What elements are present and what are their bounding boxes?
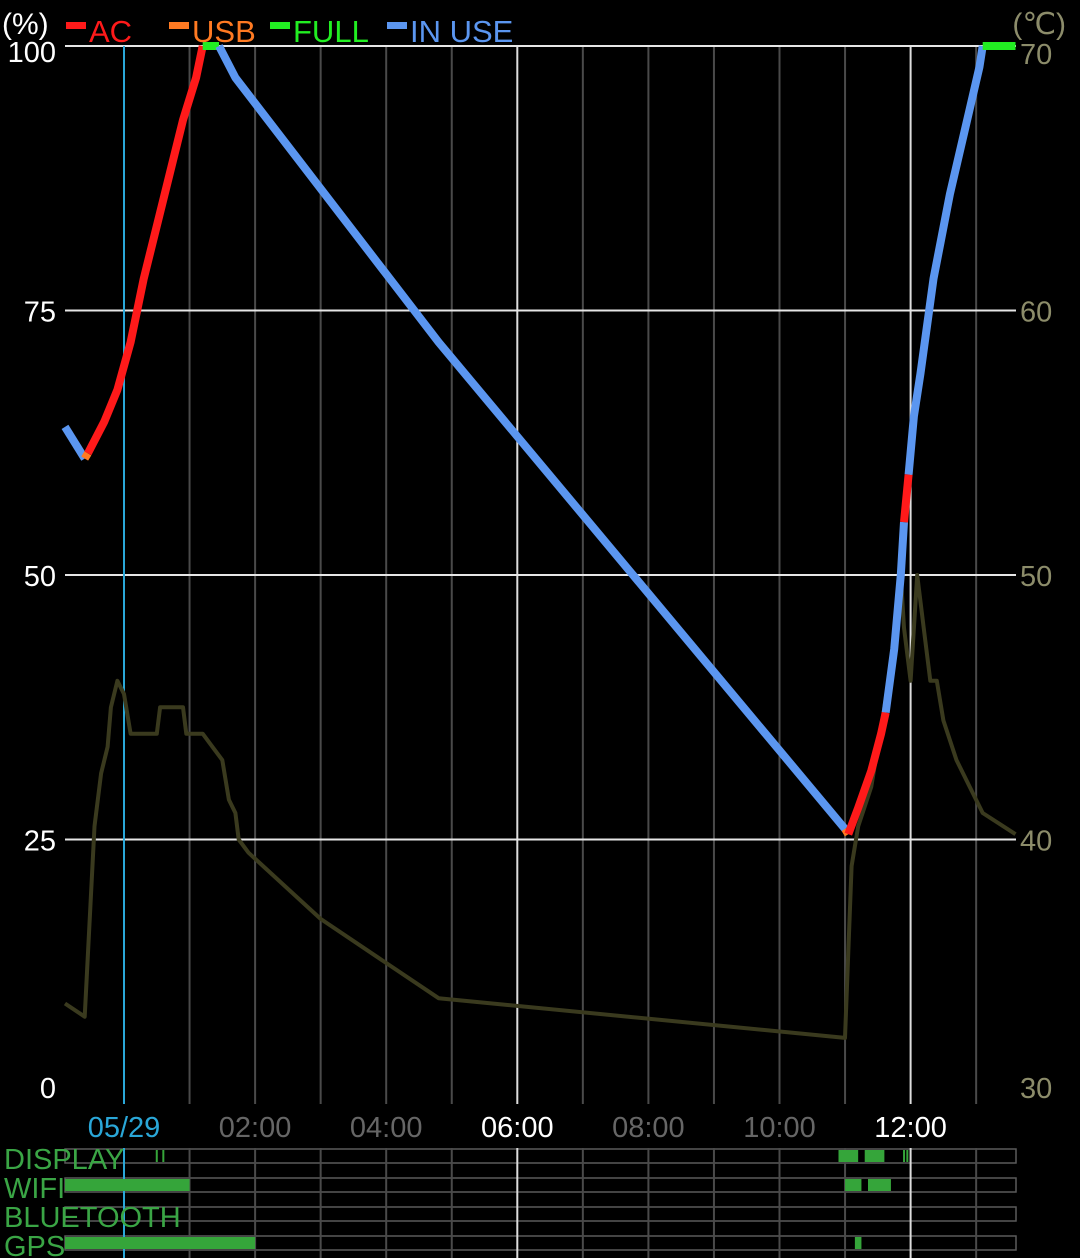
status-track bbox=[64, 1206, 1017, 1222]
battery-segment-usb bbox=[81, 451, 92, 461]
battery-segment-ac bbox=[844, 711, 890, 836]
legend-label: IN USE bbox=[410, 14, 513, 49]
status-active-bar bbox=[65, 1237, 256, 1249]
status-active-bar bbox=[845, 1179, 862, 1191]
temperature-line bbox=[63, 573, 1017, 1040]
x-axis-labels: 05/29 02:00 04:00 06:00 08:00 10:00 12:00 bbox=[88, 1112, 947, 1144]
right-axis-ticks: 30 40 50 60 70 bbox=[1020, 39, 1052, 1105]
right-tick-label: 30 bbox=[1020, 1073, 1052, 1105]
status-active-bar bbox=[838, 1150, 859, 1162]
right-tick-label: 60 bbox=[1020, 297, 1052, 329]
right-axis-unit: (℃) bbox=[1012, 8, 1066, 41]
left-axis-ticks: 0 25 50 75 100 bbox=[8, 37, 56, 1105]
status-track bbox=[64, 1177, 1017, 1193]
x-tick-label: 05/29 bbox=[88, 1112, 161, 1144]
horizontal-gridlines bbox=[65, 45, 1016, 841]
x-tick-label: 06:00 bbox=[481, 1112, 554, 1144]
x-tick-label: 08:00 bbox=[612, 1112, 685, 1144]
legend-label: FULL bbox=[293, 14, 369, 49]
left-tick-label: 25 bbox=[24, 826, 56, 858]
battery-level-series bbox=[61, 42, 1016, 837]
legend-swatch bbox=[169, 22, 189, 29]
left-tick-label: 75 bbox=[24, 297, 56, 329]
status-track bbox=[64, 1148, 1017, 1164]
legend-swatch bbox=[387, 22, 407, 29]
status-row-label: DISPLAY bbox=[4, 1144, 124, 1176]
status-row-bluetooth: BLUETOOTH bbox=[4, 1202, 1017, 1235]
status-row-display: DISPLAY bbox=[4, 1144, 1017, 1177]
status-active-bar bbox=[867, 1179, 891, 1191]
left-tick-label: 100 bbox=[8, 37, 56, 69]
status-row-label: GPS bbox=[4, 1231, 65, 1258]
x-tick-label: 04:00 bbox=[350, 1112, 423, 1144]
temperature-series bbox=[63, 573, 1017, 1040]
left-tick-label: 50 bbox=[24, 561, 56, 593]
battery-segment-ac bbox=[900, 474, 913, 523]
right-tick-label: 70 bbox=[1020, 39, 1052, 71]
battery-segment-in-use bbox=[904, 45, 987, 475]
left-tick-label: 0 bbox=[40, 1073, 56, 1105]
x-tick-label: 02:00 bbox=[219, 1112, 292, 1144]
right-tick-label: 40 bbox=[1020, 826, 1052, 858]
legend-swatch bbox=[270, 22, 290, 29]
status-active-bar bbox=[65, 1179, 190, 1191]
legend-label: AC bbox=[89, 14, 132, 49]
legend-label: USB bbox=[192, 14, 256, 49]
battery-segment-in-use bbox=[215, 44, 849, 832]
x-tick-label: 12:00 bbox=[874, 1112, 947, 1144]
battery-segment-in-use bbox=[61, 424, 89, 461]
battery-segment-in-use bbox=[881, 521, 908, 714]
right-tick-label: 50 bbox=[1020, 561, 1052, 593]
status-row-wifi: WIFI bbox=[4, 1173, 1017, 1206]
legend-swatch bbox=[66, 22, 86, 29]
status-row-label: WIFI bbox=[4, 1173, 65, 1205]
battery-segment-ac bbox=[84, 45, 207, 456]
status-row-gps: GPS bbox=[4, 1231, 1017, 1258]
x-tick-label: 10:00 bbox=[743, 1112, 816, 1144]
status-track bbox=[64, 1235, 1017, 1251]
left-axis-unit: (%) bbox=[2, 8, 49, 41]
status-active-bar bbox=[854, 1237, 862, 1249]
status-active-bar bbox=[864, 1150, 885, 1162]
legend: AC USB FULL IN USE bbox=[66, 14, 513, 49]
status-row-label: BLUETOOTH bbox=[4, 1202, 181, 1234]
